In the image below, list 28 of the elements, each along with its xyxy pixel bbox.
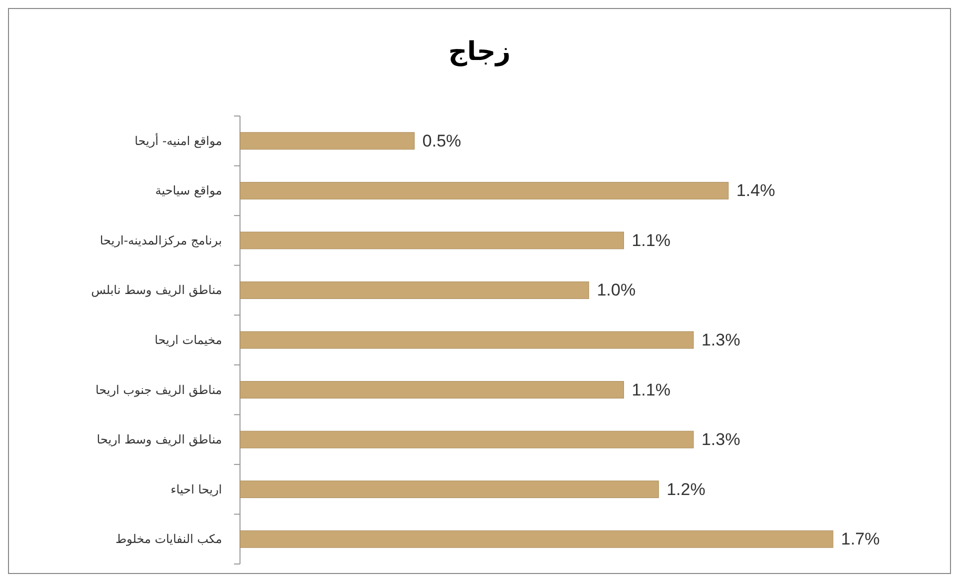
bar: [240, 530, 834, 548]
bar: [240, 331, 694, 349]
data-label: 1.1%: [632, 230, 670, 250]
y-tick-label: مناطق الريف وسط اريحا: [96, 432, 222, 447]
bar: [240, 381, 624, 398]
data-label: 1.7%: [841, 530, 880, 549]
y-tick-label: مناطق الريف جنوب اريحا: [96, 382, 222, 397]
y-tick-label: اريحا احياء: [170, 482, 222, 496]
data-label: 1.1%: [632, 380, 670, 400]
bar: [240, 132, 415, 150]
bar: [240, 480, 659, 498]
bar: [240, 282, 590, 299]
y-tick-label: مناطق الريف وسط نابلس: [91, 283, 222, 298]
data-label: 1.4%: [736, 181, 776, 200]
data-label: 0.5%: [422, 131, 462, 150]
y-tick-label: مكب النفايات مخلوط: [115, 532, 222, 546]
bar: [240, 182, 729, 200]
y-tick-label: مخيمات اريحا: [154, 333, 222, 347]
y-tick-label: مواقع امنيه- أريحا: [134, 132, 222, 148]
y-tick-label: برنامج مركزالمدينه-اريحا: [100, 233, 222, 248]
data-label: 1.3%: [701, 330, 740, 350]
bar: [240, 430, 694, 448]
y-tick-label: مواقع سياحية: [155, 184, 222, 198]
bar: [240, 232, 624, 250]
data-label: 1.0%: [596, 280, 636, 300]
chart-title: زجاج: [448, 37, 511, 67]
data-label: 1.2%: [666, 480, 706, 499]
data-label: 1.3%: [701, 430, 740, 450]
